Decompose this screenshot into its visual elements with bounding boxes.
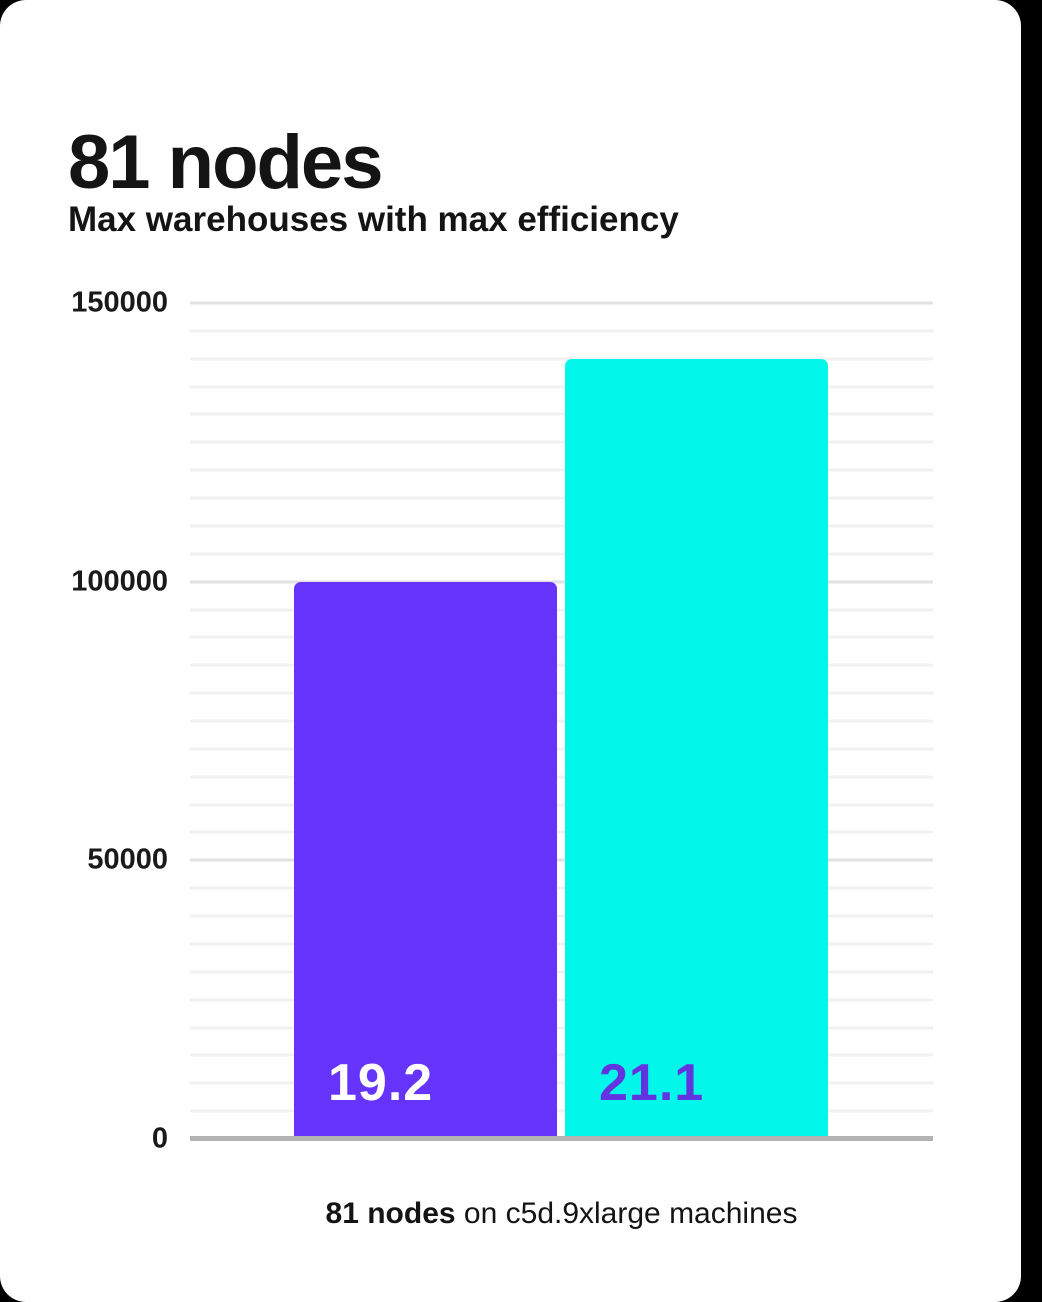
minor-gridline xyxy=(190,608,933,612)
bar-label: 19.2 xyxy=(328,1054,434,1112)
minor-gridline xyxy=(190,942,933,946)
minor-gridline xyxy=(190,385,933,389)
minor-gridline xyxy=(190,635,933,639)
minor-gridline xyxy=(190,886,933,890)
minor-gridline xyxy=(190,998,933,1002)
y-tick-label: 50000 xyxy=(87,843,168,876)
minor-gridline xyxy=(190,914,933,918)
minor-gridline xyxy=(190,747,933,751)
minor-gridline xyxy=(190,663,933,667)
minor-gridline xyxy=(190,1109,933,1113)
y-tick-label: 100000 xyxy=(71,565,168,598)
minor-gridline xyxy=(190,329,933,333)
y-axis-tick-labels: 0 50000 100000 150000 xyxy=(0,288,168,1153)
minor-gridline xyxy=(190,830,933,834)
caption-regular-text: on c5d.9xlarge machines xyxy=(455,1197,798,1230)
minor-gridline xyxy=(190,719,933,723)
y-tick-label: 0 xyxy=(151,1122,168,1155)
minor-gridline xyxy=(190,1026,933,1030)
bar-19.2: 19.2 xyxy=(294,581,557,1139)
major-gridline xyxy=(190,580,933,584)
minor-gridline xyxy=(190,496,933,500)
minor-gridline xyxy=(190,552,933,556)
major-gridline xyxy=(190,301,933,305)
bar-label: 21.1 xyxy=(599,1054,705,1112)
minor-gridline xyxy=(190,524,933,528)
bar-group: 19.2 21.1 xyxy=(294,303,828,1139)
minor-gridline xyxy=(190,775,933,779)
caption-bold-text: 81 nodes xyxy=(325,1197,456,1230)
page-subtitle: Max warehouses with max efficiency xyxy=(68,200,679,240)
minor-gridline xyxy=(190,970,933,974)
minor-gridline xyxy=(190,412,933,416)
minor-gridline xyxy=(190,1053,933,1057)
minor-gridline xyxy=(190,803,933,807)
bar-21.1: 21.1 xyxy=(565,358,828,1139)
chart-caption: 81 nodes on c5d.9xlarge machines xyxy=(190,1196,933,1232)
minor-gridline xyxy=(190,691,933,695)
minor-gridline xyxy=(190,440,933,444)
major-gridline xyxy=(190,858,933,862)
x-axis-line xyxy=(190,1136,933,1141)
y-tick-label: 150000 xyxy=(71,286,168,319)
page-title: 81 nodes xyxy=(68,119,383,205)
minor-gridline xyxy=(190,357,933,361)
chart-card: 81 nodes Max warehouses with max efficie… xyxy=(0,0,1021,1302)
minor-gridline xyxy=(190,1081,933,1085)
bar-chart-plot-area: 19.2 21.1 xyxy=(190,301,933,1141)
minor-gridline xyxy=(190,468,933,472)
